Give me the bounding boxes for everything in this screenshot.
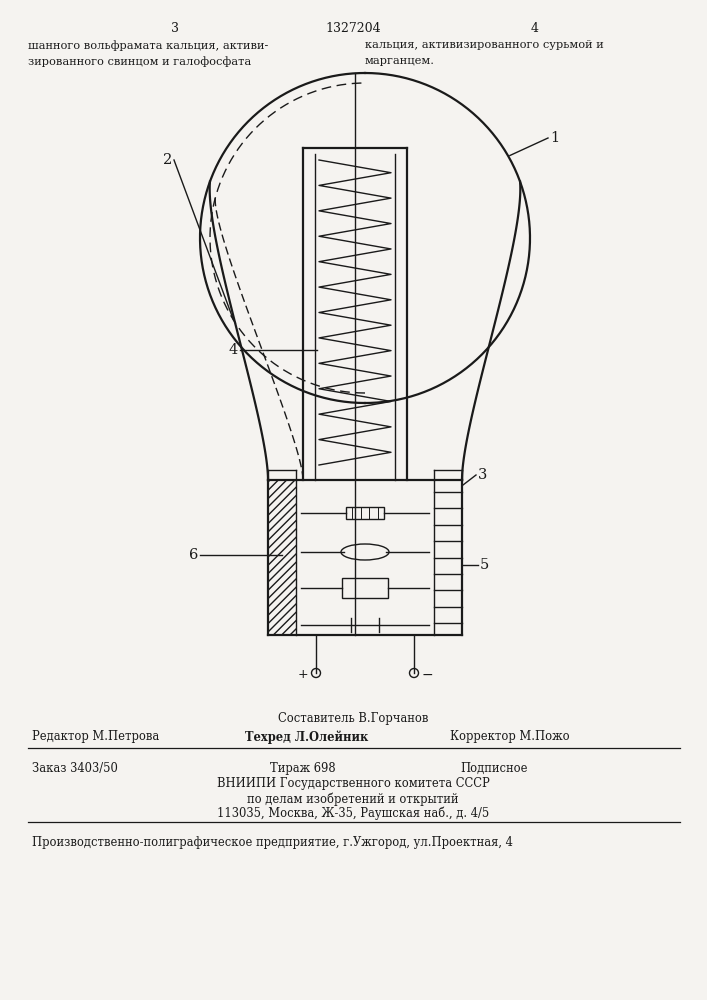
Text: Редактор М.Петрова: Редактор М.Петрова [32,730,159,743]
Text: 4: 4 [229,343,238,357]
Text: Производственно-полиграфическое предприятие, г.Ужгород, ул.Проектная, 4: Производственно-полиграфическое предприя… [32,836,513,849]
Text: Корректор М.Пожо: Корректор М.Пожо [450,730,570,743]
Text: Подписное: Подписное [460,762,527,775]
Text: Заказ 3403/50: Заказ 3403/50 [32,762,118,775]
Text: 4: 4 [531,22,539,35]
Text: зированного свинцом и галофосфата: зированного свинцом и галофосфата [28,56,251,67]
Text: 113035, Москва, Ж-35, Раушская наб., д. 4/5: 113035, Москва, Ж-35, Раушская наб., д. … [217,807,489,820]
Text: +: + [298,668,308,682]
Text: кальция, активизированного сурьмой и: кальция, активизированного сурьмой и [365,40,604,50]
Text: ВНИИПИ Государственного комитета СССР: ВНИИПИ Государственного комитета СССР [216,777,489,790]
Ellipse shape [341,544,389,560]
Bar [268,480,296,635]
Text: 2: 2 [163,153,172,167]
Text: шанного вольфрамата кальция, активи-: шанного вольфрамата кальция, активи- [28,40,269,51]
Bar [342,578,388,598]
Circle shape [312,668,320,678]
Text: 3: 3 [171,22,179,35]
Text: 3: 3 [478,468,487,482]
Text: Техред Л.Олейник: Техред Л.Олейник [245,730,368,744]
Bar [346,507,384,519]
Text: марганцем.: марганцем. [365,56,435,66]
Text: по делам изобретений и открытий: по делам изобретений и открытий [247,792,459,806]
Text: 1327204: 1327204 [325,22,381,35]
Text: −: − [422,668,433,682]
Text: 5: 5 [480,558,489,572]
Text: Составитель В.Горчанов: Составитель В.Горчанов [278,712,428,725]
Text: Тираж 698: Тираж 698 [270,762,336,775]
Text: 1: 1 [550,131,559,145]
Circle shape [409,668,419,678]
Text: 6: 6 [189,548,198,562]
